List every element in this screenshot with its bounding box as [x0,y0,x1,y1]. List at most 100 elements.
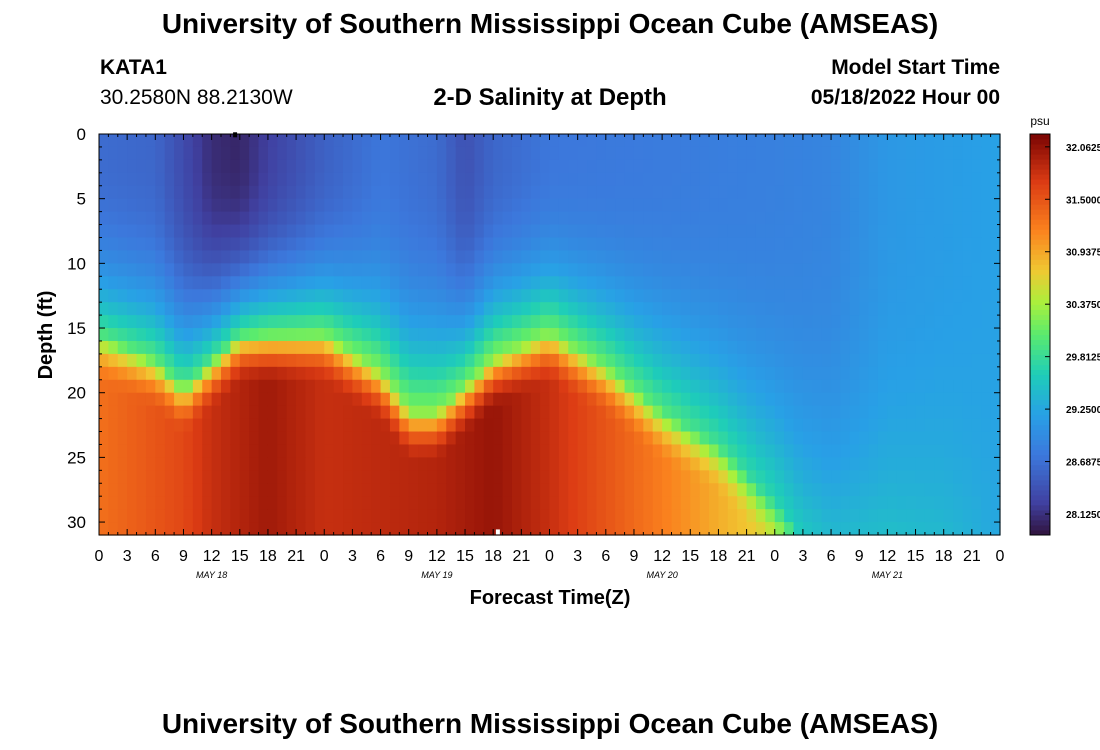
heatmap-cell [840,159,851,174]
heatmap-cell [502,263,513,277]
x-tick-label: 3 [798,548,807,565]
heatmap-cell [296,237,307,252]
heatmap-cell [605,444,616,458]
heatmap-cell [286,302,297,316]
heatmap-cell [211,496,222,510]
x-tick-label: 0 [545,548,554,565]
heatmap-cell [558,276,569,290]
heatmap-cell [971,172,982,187]
heatmap-cell [784,315,795,329]
heatmap-cell [934,302,945,316]
heatmap-cell [164,418,175,433]
heatmap-cell [221,172,231,187]
heatmap-cell [117,134,128,148]
heatmap-cell [352,483,363,497]
heatmap-cell [521,211,532,226]
heatmap-cell [465,159,476,174]
heatmap-cell [399,172,410,187]
heatmap-cell [314,185,325,200]
heatmap-cell [615,289,626,303]
heatmap-cell [136,509,147,523]
heatmap-cell [511,457,522,471]
heatmap-cell [99,146,109,161]
heatmap-cell [296,366,307,381]
heatmap-cell [784,470,795,484]
colorbar-tick-label: 29.8125 [1066,353,1100,364]
heatmap-cell [633,444,644,458]
heatmap-cell [371,379,382,394]
heatmap-cell [671,134,682,148]
heatmap-cell [943,302,954,316]
x-tick-label: 12 [428,548,446,565]
colorbar-swatch [1030,479,1050,486]
heatmap-cell [343,263,354,277]
colorbar-swatch [1030,419,1050,426]
heatmap-cell [465,276,476,290]
heatmap-cell [483,224,494,239]
heatmap-cell [465,418,476,433]
heatmap-cell [361,250,372,264]
heatmap-cell [324,237,335,252]
heatmap-cell [511,328,522,342]
heatmap-cell [314,470,325,484]
heatmap-cell [427,134,438,148]
heatmap-cell [690,289,701,303]
heatmap-cell [633,211,644,226]
heatmap-cell [737,444,748,458]
heatmap-cell [455,353,466,368]
heatmap-cell [924,289,935,303]
colorbar-swatch [1030,159,1050,165]
heatmap-cell [314,405,325,420]
heatmap-cell [474,263,485,277]
heatmap-cell [953,134,964,148]
heatmap-cell [831,340,842,355]
heatmap-cell [587,366,598,381]
heatmap-cell [934,522,945,536]
heatmap-cell [211,353,222,368]
heatmap-cell [990,431,1001,446]
heatmap-cell [727,237,738,252]
heatmap-cell [915,172,926,187]
heatmap-cell [793,405,804,420]
heatmap-cell [868,263,879,277]
heatmap-cell [314,250,325,264]
heatmap-cell [615,509,626,523]
heatmap-cell [436,198,447,213]
heatmap-cell [840,392,851,407]
heatmap-cell [793,340,804,355]
heatmap-cell [906,289,917,303]
heatmap-cell [540,353,551,368]
heatmap-cell [427,276,438,290]
heatmap-cell [455,444,466,458]
heatmap-cell [915,134,926,148]
heatmap-cell [314,522,325,536]
heatmap-cell [408,444,419,458]
heatmap-cell [136,289,147,303]
heatmap-cell [155,276,166,290]
heatmap-cell [502,444,513,458]
heatmap-cell [465,392,476,407]
heatmap-cell [755,353,766,368]
heatmap-cell [868,276,879,290]
heatmap-cell [765,289,776,303]
heatmap-cell [277,211,288,226]
heatmap-cell [343,159,354,174]
heatmap-cell [821,198,832,213]
heatmap-cell [709,444,720,458]
heatmap-cell [718,405,729,420]
heatmap-cell [239,353,250,368]
heatmap-cell [718,198,729,213]
heatmap-cell [755,263,766,277]
heatmap-cell [192,224,203,239]
heatmap-cell [709,289,720,303]
heatmap-cell [117,405,128,420]
heatmap-cell [267,418,278,433]
heatmap-cell [953,431,964,446]
heatmap-cell [530,263,541,277]
heatmap-cell [568,379,579,394]
heatmap-cell [990,224,1001,239]
heatmap-cell [493,457,504,471]
heatmap-cell [549,237,560,252]
heatmap-cell [981,418,992,433]
heatmap-cell [690,353,701,368]
